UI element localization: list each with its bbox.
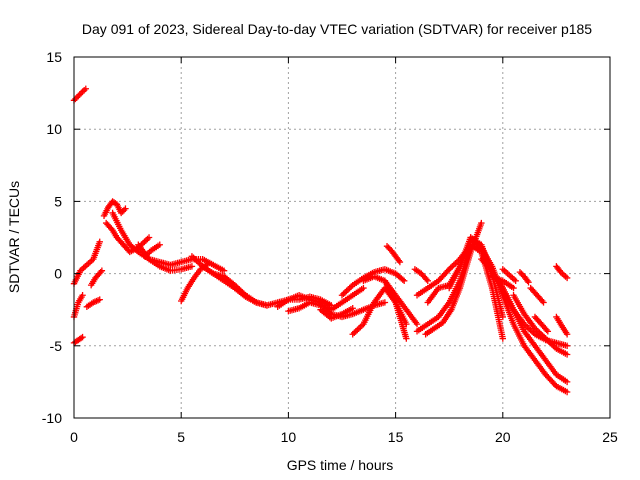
x-tick-label: 25: [602, 429, 618, 445]
data-series: [71, 334, 86, 346]
data-series: [71, 239, 103, 287]
data-series: [88, 268, 105, 289]
data-series: [71, 292, 86, 320]
data-series: [412, 266, 431, 284]
data-markers: [71, 86, 571, 396]
x-tick-label: 10: [281, 429, 297, 445]
x-tick-label: 5: [177, 429, 185, 445]
data-series: [384, 243, 403, 265]
grid-lines: [74, 57, 610, 418]
y-tick-label: 15: [46, 49, 62, 65]
x-tick-label: 0: [70, 429, 78, 445]
x-tick-label: 20: [495, 429, 511, 445]
y-tick-label: 0: [54, 266, 62, 282]
data-series: [527, 285, 546, 306]
data-series: [553, 263, 570, 281]
y-tick-label: 10: [46, 121, 62, 137]
y-tick-label: 5: [54, 193, 62, 209]
x-axis-label: GPS time / hours: [287, 457, 394, 473]
data-series: [553, 314, 570, 338]
y-tick-label: -10: [42, 410, 62, 426]
data-series: [84, 296, 103, 310]
y-axis-label: SDTVAR / TECUs: [6, 181, 22, 293]
x-tick-label: 15: [388, 429, 404, 445]
sdtvar-chart: Day 091 of 2023, Sidereal Day-to-day VTE…: [0, 0, 640, 480]
data-series: [517, 269, 532, 286]
chart-title: Day 091 of 2023, Sidereal Day-to-day VTE…: [82, 21, 592, 37]
plot-frame: [74, 57, 610, 418]
y-tick-label: -5: [50, 338, 63, 354]
